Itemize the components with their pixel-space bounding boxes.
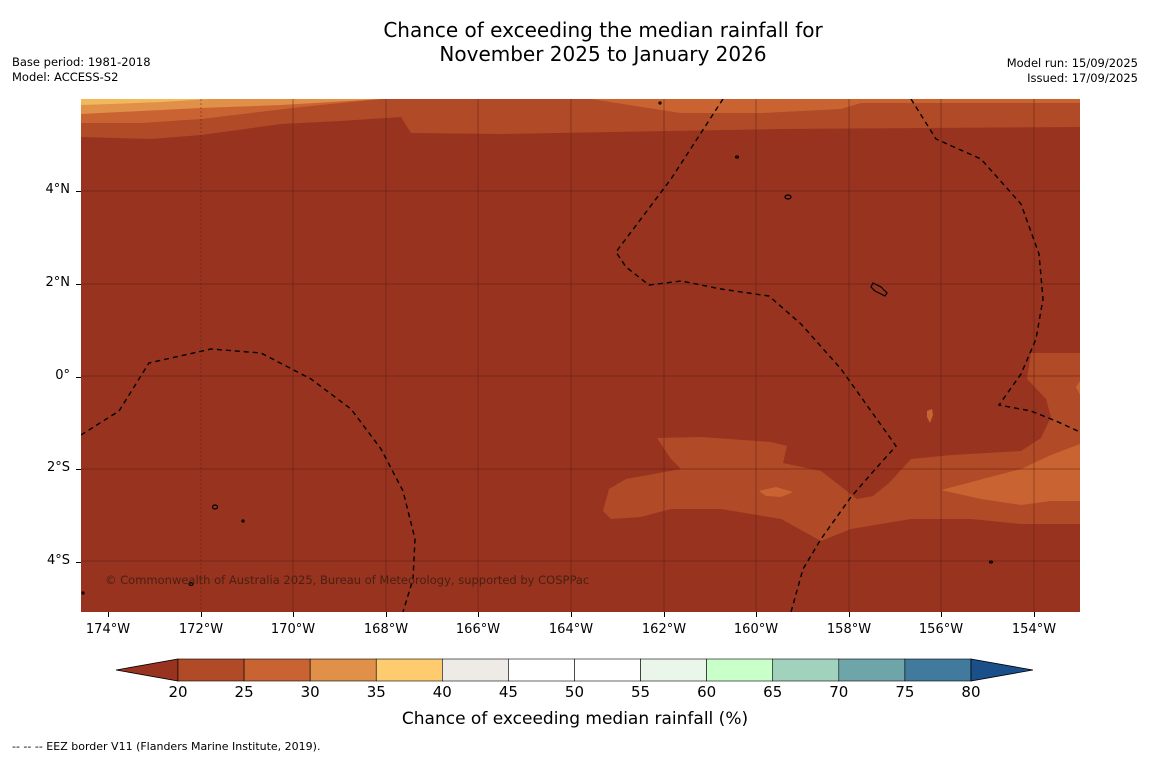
lat-label: 4°S (46, 553, 70, 568)
lon-label: 164°W (548, 622, 594, 637)
colorbar-segment (640, 658, 707, 682)
colorbar-tick-label: 65 (763, 683, 783, 701)
colorbar-tick-label: 20 (168, 683, 188, 701)
colorbar-title: Chance of exceeding median rainfall (%) (401, 709, 749, 729)
issued-date: Issued: 17/09/2025 (1027, 71, 1138, 85)
colorbar-segment (243, 658, 311, 682)
colorbar-tick-label: 25 (234, 683, 254, 701)
colorbar-tick-label: 35 (366, 683, 386, 701)
island-patch (927, 409, 933, 423)
colorbar-arrow-high (970, 658, 1034, 682)
colorbar-segment (904, 658, 972, 682)
lon-tick (108, 612, 109, 617)
lon-label: 156°W (918, 622, 964, 637)
contour-band-30-patch (759, 487, 793, 497)
lon-label: 170°W (270, 622, 316, 637)
lon-tick (756, 612, 757, 617)
title-line-1: Chance of exceeding the median rainfall … (383, 18, 823, 42)
lon-label: 174°W (85, 622, 131, 637)
lon-tick (293, 612, 294, 617)
contour-band-30 (81, 99, 1080, 123)
colorbar-segment (772, 658, 840, 682)
contour-band-30-south (941, 444, 1080, 505)
lon-label: 162°W (641, 622, 687, 637)
lon-tick (1034, 612, 1035, 617)
colorbar-segment (177, 658, 245, 682)
colorbar-arrow-low (115, 658, 179, 682)
contour-band-40 (81, 99, 211, 105)
lat-tick (76, 469, 81, 470)
lat-tick (76, 191, 81, 192)
lon-label: 160°W (733, 622, 779, 637)
lon-tick (571, 612, 572, 617)
colorbar-tick-label: 40 (432, 683, 452, 701)
copyright-notice: © Commonwealth of Australia 2025, Bureau… (105, 573, 590, 587)
lat-tick (76, 562, 81, 563)
eez-borders (81, 99, 1080, 612)
map-background (81, 99, 1080, 612)
colorbar-tick-label: 60 (697, 683, 717, 701)
colorbar-tick-label: 45 (498, 683, 518, 701)
meta-right: Model run: 15/09/2025 Issued: 17/09/2025 (1007, 56, 1138, 86)
colorbar-segment (838, 658, 906, 682)
graticule (81, 99, 1080, 612)
lat-label: 2°N (45, 275, 71, 290)
lon-label: 166°W (455, 622, 501, 637)
rainfall-map (81, 99, 1080, 612)
lon-label: 168°W (363, 622, 409, 637)
eez-legend: -- -- -- EEZ border V11 (Flanders Marine… (12, 740, 321, 753)
lat-label: 4°N (45, 182, 71, 197)
meta-left: Base period: 1981-2018 Model: ACCESS-S2 (12, 55, 151, 85)
title-line-2: November 2025 to January 2026 (439, 42, 767, 66)
lat-label: 2°S (46, 460, 70, 475)
lon-tick (478, 612, 479, 617)
lat-tick (76, 377, 81, 378)
colorbar-tick-label: 55 (631, 683, 651, 701)
lat-label: 0° (55, 368, 70, 383)
colorbar-tick-label: 30 (300, 683, 320, 701)
model-run: Model run: 15/09/2025 (1006, 56, 1138, 70)
colorbar-segment (574, 658, 641, 682)
chart-title: Chance of exceeding the median rainfall … (0, 18, 1150, 66)
colorbar-tick-label: 50 (564, 683, 585, 701)
colorbar-segment (508, 658, 575, 682)
contour-band-30-east (1076, 381, 1080, 395)
colorbar-segment (309, 658, 377, 682)
colorbar-tick-label: 75 (895, 683, 915, 701)
model-name: Model: ACCESS-S2 (12, 70, 119, 84)
colorbar-segment (442, 658, 509, 682)
colorbar (115, 658, 1034, 682)
colorbar-segment (375, 658, 443, 682)
lon-label: 158°W (826, 622, 872, 637)
colorbar-tick-label: 70 (829, 683, 849, 701)
lon-label: 154°W (1011, 622, 1057, 637)
lon-tick (201, 612, 202, 617)
lon-tick (664, 612, 665, 617)
base-period: Base period: 1981-2018 (12, 55, 151, 69)
lon-tick (849, 612, 850, 617)
lon-label: 172°W (178, 622, 224, 637)
lat-tick (76, 284, 81, 285)
colorbar-segment (706, 658, 774, 682)
islands (81, 101, 994, 595)
contour-band-35 (81, 99, 381, 114)
lon-tick (386, 612, 387, 617)
colorbar-tick-label: 80 (961, 683, 981, 701)
lon-tick (941, 612, 942, 617)
